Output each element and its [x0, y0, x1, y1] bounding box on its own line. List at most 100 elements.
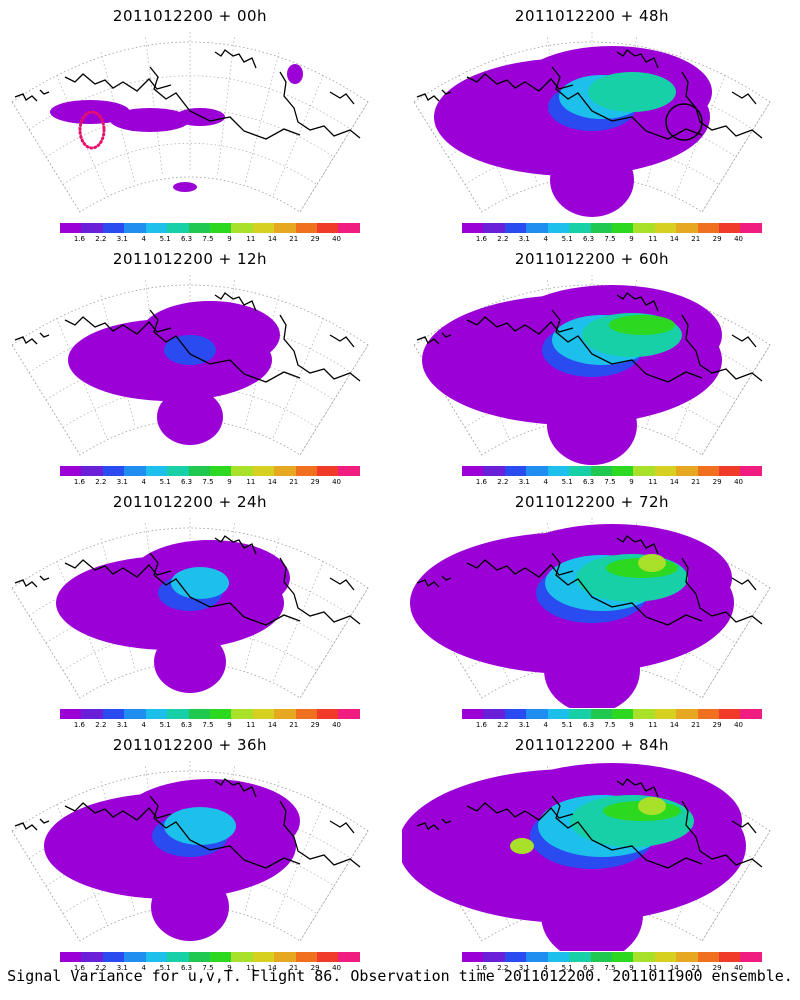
colorbar-segment [81, 223, 103, 233]
colorbar-label: 3.1 [518, 235, 530, 243]
colorbar-label: 40 [332, 964, 342, 972]
colorbar-label: 40 [332, 721, 342, 729]
colorbar-label: 4 [141, 721, 146, 729]
colorbar-label: 21 [691, 721, 701, 729]
colorbar-segment [102, 466, 125, 476]
colorbar-segment [676, 223, 698, 233]
colorbar-label: 14 [267, 235, 277, 243]
colorbar-segment [590, 709, 612, 719]
variance-shading [410, 524, 734, 708]
colorbar-segment [167, 952, 189, 962]
colorbar [60, 223, 360, 233]
colorbar-label: 21 [289, 235, 299, 243]
colorbar-segment [483, 709, 505, 719]
colorbar-segment [167, 466, 189, 476]
variance-blob [541, 869, 643, 951]
colorbar-label: 1.6 [73, 964, 85, 972]
colorbar-label: 1.6 [73, 478, 85, 486]
colorbar-segment [209, 466, 232, 476]
variance-map [11, 761, 369, 942]
colorbar-label: 14 [669, 235, 679, 243]
colorbar-label: 21 [691, 964, 701, 972]
colorbar-label: 21 [289, 721, 299, 729]
colorbar-labels: 1.6 2.2 3.1 4 5.1 6.3 7.5 9 11 14 21 29 40 [460, 478, 760, 488]
coastline [14, 49, 361, 140]
colorbar-label: 4 [141, 478, 146, 486]
colorbar-label: 9 [227, 721, 232, 729]
variance-blob [175, 108, 225, 126]
colorbar-label: 7.5 [202, 964, 214, 972]
variance-blob [154, 631, 226, 693]
colorbar-segment [338, 709, 360, 719]
colorbar-label: 21 [691, 235, 701, 243]
colorbar-labels: 1.6 2.2 3.1 4 5.1 6.3 7.5 9 11 14 21 29 40 [58, 478, 358, 488]
coastline [14, 535, 361, 626]
colorbar-segment [124, 466, 146, 476]
map-panel: 2011012200 + 12h 1.6 2.2 3.1 4 5.1 6.3 7.5 9 11 14… [0, 243, 380, 486]
colorbar-segment [526, 952, 548, 962]
colorbar-segment [167, 223, 189, 233]
colorbar-segment [569, 223, 591, 233]
colorbar-label: 4 [543, 478, 548, 486]
panel-title: 2011012200 + 00h [112, 7, 268, 25]
variance-blob [110, 108, 190, 132]
colorbar-segment [317, 709, 339, 719]
colorbar-segment [317, 223, 339, 233]
colorbar-segment [719, 466, 741, 476]
colorbar-segment [740, 223, 762, 233]
variance-map [11, 518, 369, 699]
colorbar-segment [81, 952, 103, 962]
map-panel: 2011012200 + 60h 1.6 2.2 3.1 4 5.1 6.3 7.5 9 11 14… [402, 243, 782, 486]
colorbar-label: 2.2 [95, 964, 107, 972]
colorbar-label: 11 [648, 235, 658, 243]
colorbar-segment [295, 223, 318, 233]
variance-shading [44, 779, 300, 941]
colorbar-segment [60, 223, 82, 233]
colorbar-segment [252, 709, 275, 719]
variance-map [413, 275, 771, 465]
colorbar-label: 9 [629, 478, 634, 486]
figure-caption: Signal Variance for u,v,T. Flight 86. Ob… [7, 967, 793, 985]
variance-blob [164, 807, 236, 845]
colorbar-label: 1.6 [475, 721, 487, 729]
colorbar-segment [274, 223, 296, 233]
map-panel: 2011012200 + 36h 1.6 2.2 3.1 4 5.1 6.3 7.5 9 11 14… [0, 729, 380, 972]
colorbar-label: 3.1 [116, 235, 128, 243]
colorbar-label: 11 [246, 721, 256, 729]
map-panel: 2011012200 + 84h 1.6 2.2 3.1 4 5.1 6.3 7.5 9 11 14… [402, 729, 782, 972]
colorbar-label: 6.3 [582, 964, 595, 972]
map-panel: 2011012200 + 24h 1.6 2.2 3.1 4 5.1 6.3 7.5 9 11 14… [0, 486, 380, 729]
colorbar-segment [654, 223, 677, 233]
colorbar-segment [697, 466, 720, 476]
colorbar-segment [547, 952, 570, 962]
colorbar-segment [252, 466, 275, 476]
variance-shading [50, 64, 303, 192]
colorbar-segment [697, 223, 720, 233]
colorbar-label: 3.1 [116, 964, 128, 972]
colorbar-segment [676, 952, 698, 962]
variance-blob [510, 838, 534, 854]
colorbar-segment [740, 952, 762, 962]
colorbar-segment [124, 223, 146, 233]
colorbar [462, 223, 762, 233]
colorbar-label: 9 [227, 964, 232, 972]
colorbar-labels: 1.6 2.2 3.1 4 5.1 6.3 7.5 9 11 14 21 29 40 [58, 964, 358, 974]
colorbar-segment [188, 223, 210, 233]
colorbar-label: 9 [629, 721, 634, 729]
colorbar-label: 5.1 [561, 478, 573, 486]
colorbar-label: 5.1 [159, 964, 171, 972]
colorbar-label: 14 [669, 478, 679, 486]
colorbar-segment [569, 952, 591, 962]
colorbar-label: 1.6 [475, 235, 487, 243]
colorbar-label: 11 [648, 478, 658, 486]
colorbar-segment [167, 709, 189, 719]
colorbar-label: 29 [712, 721, 722, 729]
colorbar-segment [654, 952, 677, 962]
flight-track-marker [78, 110, 106, 150]
colorbar-segment [60, 952, 82, 962]
colorbar-segment [231, 709, 253, 719]
colorbar-label: 1.6 [73, 235, 85, 243]
colorbar-label: 7.5 [604, 478, 616, 486]
colorbar-label: 11 [648, 964, 658, 972]
